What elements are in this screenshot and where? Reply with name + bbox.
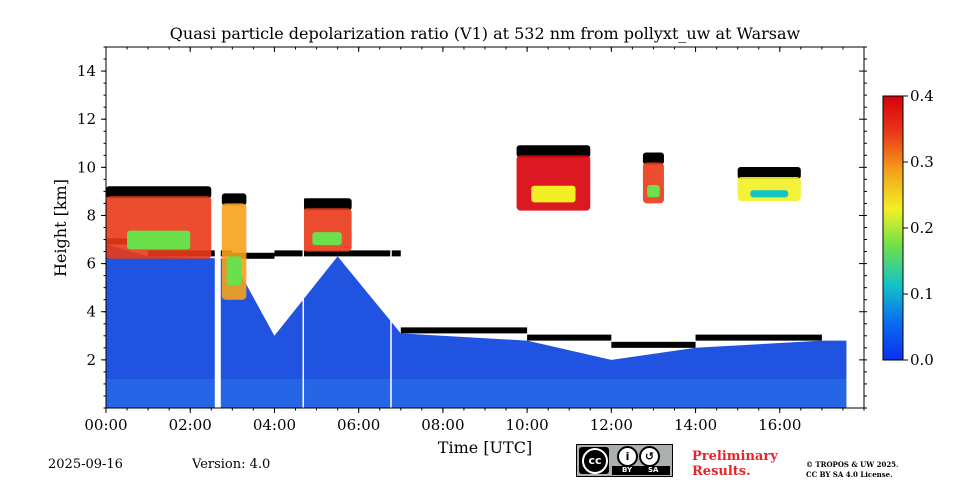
copyright-line1: © TROPOS & UW 2025. (806, 460, 899, 469)
cloud-mask-edge (695, 334, 822, 341)
y-tick-label: 14 (77, 62, 96, 80)
x-tick-label: 14:00 (674, 416, 717, 434)
x-tick-label: 12:00 (590, 416, 633, 434)
x-tick-label: 04:00 (253, 416, 296, 434)
y-tick-label: 12 (77, 110, 96, 128)
x-tick-label: 10:00 (505, 416, 548, 434)
data-end-gap (846, 47, 864, 408)
version-text: Version: 4.0 (192, 457, 271, 472)
colorbar-tick-label: 0.0 (910, 351, 934, 369)
heatmap-area (106, 47, 864, 408)
cloud-mask-edge (611, 341, 696, 348)
copyright-notice: © TROPOS & UW 2025. CC BY SA 4.0 License… (806, 460, 899, 480)
cloud-mask-edge (400, 327, 528, 334)
copyright-line2: CC BY SA 4.0 License. (806, 470, 893, 479)
x-axis-label: Time [UTC] (438, 438, 532, 457)
preliminary-line2: Results. (692, 464, 751, 479)
by-attribution-icon: i (617, 446, 638, 467)
license-strip: BY SA (612, 466, 670, 475)
x-tick-label: 00:00 (84, 416, 127, 434)
preliminary-notice: Preliminary Results. (692, 449, 778, 479)
colorbar-ticks: 0.0 0.1 0.2 0.3 0.4 (903, 87, 934, 369)
cc-logo-icon: cc (579, 447, 609, 474)
colorbar-tick-label: 0.4 (910, 87, 934, 105)
cc-license-badge: cc i ↺ BY SA (576, 444, 673, 477)
axes: 00:00 02:00 04:00 06:00 08:00 10:00 12:00 14:00… (77, 46, 867, 434)
x-tick-label: 06:00 (337, 416, 380, 434)
data-gap (302, 47, 305, 408)
data-gap (390, 47, 392, 408)
chart-title: Quasi particle depolarization ratio (V1)… (169, 24, 801, 43)
x-tick-label: 16:00 (758, 416, 801, 434)
y-axis-label: Height [km] (51, 179, 70, 277)
y-tick-label: 4 (86, 303, 96, 321)
colorbar (882, 95, 904, 361)
cloud-mask-edge (527, 334, 612, 341)
cloud-mask-edge (232, 252, 275, 259)
y-tick-label: 2 (86, 351, 96, 369)
depol-layer (642, 152, 664, 204)
data-gap (214, 47, 221, 408)
boundary-layer-band (106, 379, 864, 408)
depol-layer (516, 145, 591, 211)
colorbar-tick-label: 0.3 (910, 153, 934, 171)
y-tick-label: 10 (77, 158, 96, 176)
date-text: 2025-09-16 (48, 457, 123, 472)
colorbar-tick-label: 0.1 (910, 285, 934, 303)
by-label: BY (622, 466, 633, 474)
share-alike-icon: ↺ (639, 446, 660, 467)
sa-label: SA (648, 466, 659, 474)
cloud-mask-edge (337, 250, 401, 257)
aerosol-field (106, 244, 864, 408)
x-tick-label: 08:00 (421, 416, 464, 434)
depol-layer (221, 193, 247, 300)
colorbar-tick-label: 0.2 (910, 219, 934, 237)
preliminary-line1: Preliminary (692, 449, 778, 464)
depol-layer (302, 198, 352, 252)
depol-layer (737, 166, 801, 202)
y-tick-label: 6 (86, 255, 96, 273)
y-tick-label: 8 (86, 206, 96, 224)
depol-layer (106, 186, 212, 259)
cloud-mask-edge (274, 250, 338, 257)
x-tick-label: 02:00 (169, 416, 212, 434)
